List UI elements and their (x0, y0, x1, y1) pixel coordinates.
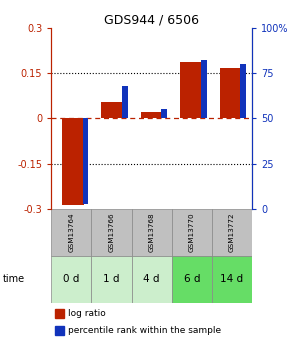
Bar (212, 209, 252, 256)
Text: 6 d: 6 d (183, 274, 200, 284)
Bar (212, 256, 252, 303)
Bar (91, 256, 132, 303)
Text: GSM13764: GSM13764 (68, 213, 74, 253)
Text: time: time (3, 274, 25, 284)
Text: 0 d: 0 d (63, 274, 79, 284)
Text: 1 d: 1 d (103, 274, 120, 284)
Text: GSM13772: GSM13772 (229, 213, 235, 253)
Bar (55, 309, 64, 318)
Bar (101, 102, 123, 118)
Text: 4 d: 4 d (143, 274, 160, 284)
Bar (172, 256, 212, 303)
Bar (62, 118, 84, 205)
Bar (122, 86, 128, 118)
Text: GSM13766: GSM13766 (108, 213, 115, 253)
Title: GDS944 / 6506: GDS944 / 6506 (104, 13, 199, 27)
Bar (161, 109, 167, 118)
Bar (219, 68, 241, 118)
Bar (83, 118, 88, 204)
Bar (201, 60, 207, 118)
Bar (51, 256, 91, 303)
Bar (51, 209, 91, 256)
Text: percentile rank within the sample: percentile rank within the sample (68, 326, 222, 335)
Text: GSM13768: GSM13768 (149, 213, 155, 253)
Bar (180, 62, 202, 118)
Bar (132, 256, 172, 303)
Bar (172, 209, 212, 256)
Text: log ratio: log ratio (68, 309, 106, 318)
Bar (132, 209, 172, 256)
Bar (91, 209, 132, 256)
Text: 14 d: 14 d (220, 274, 243, 284)
Bar (55, 326, 64, 335)
Bar (141, 112, 162, 118)
Text: GSM13770: GSM13770 (189, 213, 195, 253)
Bar (240, 64, 246, 118)
